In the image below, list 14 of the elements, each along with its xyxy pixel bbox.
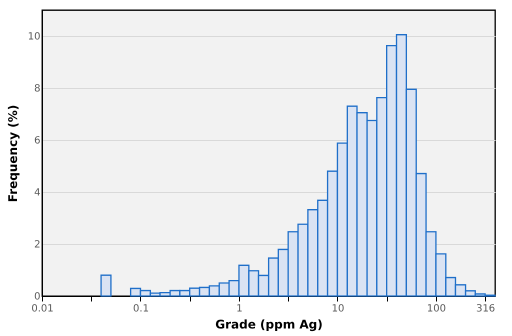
y-tick-label: 4: [34, 188, 40, 198]
y-tick-label: 2: [34, 240, 40, 250]
x-tick-label: 0.01: [31, 304, 54, 314]
y-tick-label: 0: [34, 292, 40, 302]
y-tick-label: 10: [28, 32, 40, 42]
y-tick-label: 8: [34, 84, 40, 94]
x-tick-label: 10: [332, 304, 344, 314]
y-tick-label: 6: [34, 136, 40, 146]
y-axis-title: Frequency (%): [6, 104, 20, 202]
x-tick-label: 1: [236, 304, 243, 314]
x-tick-label: 316: [476, 304, 496, 314]
x-tick-label: 100: [426, 304, 446, 314]
x-tick-label: 0.1: [133, 304, 149, 314]
x-axis-title: Grade (ppm Ag): [215, 318, 323, 332]
